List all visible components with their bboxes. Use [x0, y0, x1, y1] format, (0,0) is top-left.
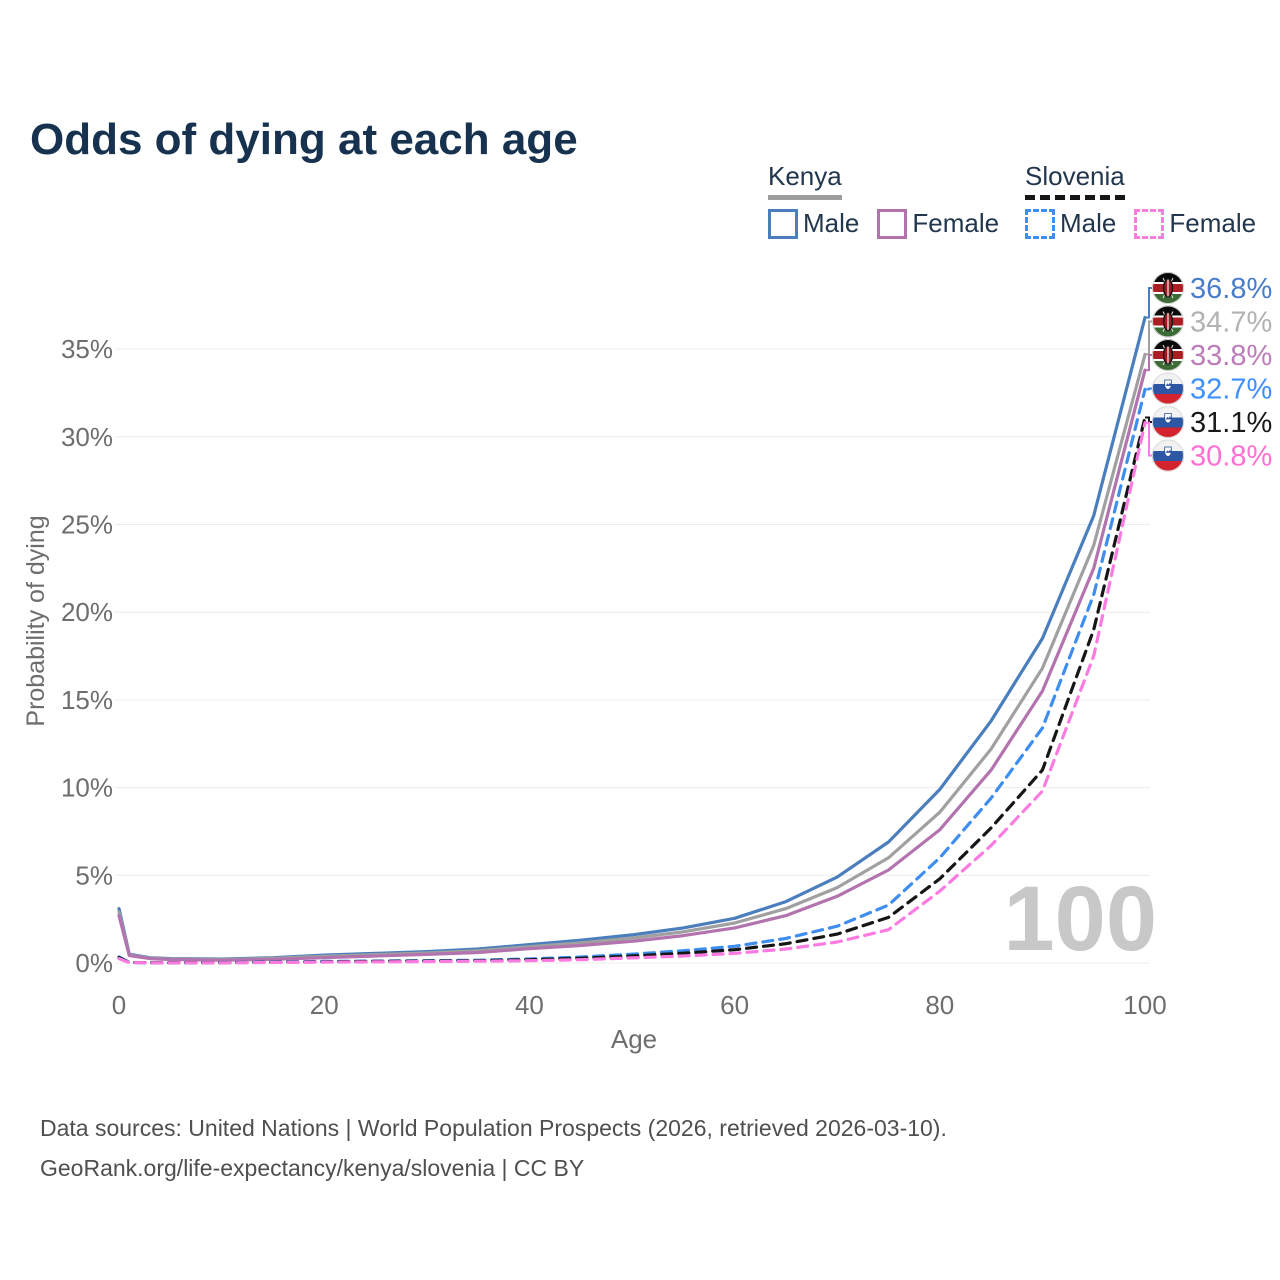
y-tick-label: 25%	[61, 510, 113, 540]
legend-group-kenya: Kenya Male Female	[768, 161, 1017, 239]
end-label-kenya-male[interactable]: 36.8%	[1152, 272, 1272, 305]
end-label-connector	[1145, 416, 1153, 423]
end-label-connector	[1145, 354, 1153, 372]
series-end-labels: 36.8%34.7%33.8%32.7%31.1%30.8%	[1145, 272, 1272, 473]
x-tick-label: 0	[112, 990, 126, 1020]
end-label-value: 36.8%	[1190, 273, 1272, 305]
end-label-slovenia-female[interactable]: 30.8%	[1152, 440, 1272, 473]
y-tick-label: 5%	[75, 860, 113, 890]
kenya-flag-icon	[1152, 306, 1184, 338]
y-tick-label: 0%	[75, 948, 113, 978]
kenya-flag-icon	[1152, 272, 1184, 304]
y-tick-label: 15%	[61, 685, 113, 715]
end-label-value: 32.7%	[1190, 374, 1272, 406]
legend-item-kenya-male[interactable]: Male	[768, 208, 859, 239]
gridlines	[115, 348, 1150, 964]
legend-item-label: Female	[1169, 208, 1257, 238]
end-label-kenya-female[interactable]: 33.8%	[1152, 339, 1272, 372]
kenya-female-swatch-icon	[877, 208, 908, 239]
slovenia-flag-icon	[1152, 406, 1184, 438]
y-tick-label: 30%	[61, 422, 113, 452]
legend-item-label: Male	[803, 208, 860, 238]
footer: Data sources: United Nations | World Pop…	[40, 1108, 947, 1188]
x-axis-title: Age	[611, 1024, 657, 1054]
legend-group-slovenia: Slovenia Male Female	[1025, 161, 1274, 239]
x-tick-label: 100	[1123, 990, 1166, 1020]
x-axis-tick-labels: 0 20 40 60 80 100	[112, 990, 1167, 1020]
kenya-flag-icon	[1152, 339, 1184, 371]
end-label-connector	[1145, 320, 1153, 356]
end-label-value: 34.7%	[1190, 307, 1272, 339]
y-axis-title: Probability of dying	[22, 515, 50, 726]
footer-sources-line: Data sources: United Nations | World Pop…	[40, 1115, 947, 1141]
end-label-value: 31.1%	[1190, 407, 1272, 439]
y-tick-label: 20%	[61, 597, 113, 627]
y-axis-tick-labels: 0% 5% 10% 15% 20% 25% 30% 35%	[61, 334, 113, 978]
series-line-slovenia-female[interactable]	[117, 421, 1147, 965]
end-label-value: 33.8%	[1190, 340, 1272, 372]
slovenia-male-swatch-icon	[1025, 208, 1055, 239]
age-watermark: 100	[1004, 868, 1158, 970]
y-tick-label: 10%	[61, 773, 113, 803]
x-tick-label: 20	[310, 990, 339, 1020]
end-label-slovenia-male[interactable]: 32.7%	[1152, 373, 1272, 406]
end-label-connector	[1145, 421, 1153, 457]
legend-item-label: Male	[1060, 208, 1117, 238]
series-lines	[117, 315, 1147, 965]
series-line-kenya-female[interactable]	[117, 368, 1147, 962]
slovenia-flag-icon	[1152, 373, 1184, 405]
end-label-slovenia-both-sexes[interactable]: 31.1%	[1152, 406, 1272, 439]
legend-item-kenya-female[interactable]: Female	[877, 208, 999, 239]
footer-attribution-line: GeoRank.org/life-expectancy/kenya/sloven…	[40, 1155, 585, 1181]
x-tick-label: 60	[720, 990, 749, 1020]
end-label-kenya-both-sexes[interactable]: 34.7%	[1152, 306, 1272, 339]
series-line-slovenia-male[interactable]	[117, 387, 1147, 965]
end-label-connector	[1145, 287, 1153, 319]
series-line-kenya-both-sexes[interactable]	[117, 352, 1147, 962]
end-label-connector	[1145, 387, 1153, 391]
series-line-slovenia-both-sexes[interactable]	[117, 415, 1147, 965]
x-tick-label: 40	[515, 990, 544, 1020]
end-label-value: 30.8%	[1190, 441, 1272, 473]
y-tick-label: 35%	[61, 334, 113, 364]
legend-item-label: Female	[912, 208, 1000, 238]
legend-country-kenya: Kenya	[768, 161, 842, 200]
slovenia-female-swatch-icon	[1134, 208, 1165, 239]
legend-item-slovenia-male[interactable]: Male	[1025, 208, 1116, 239]
x-tick-label: 80	[925, 990, 954, 1020]
series-line-kenya-male[interactable]	[117, 315, 1147, 961]
kenya-male-swatch-icon	[768, 208, 798, 239]
legend-item-slovenia-female[interactable]: Female	[1134, 208, 1256, 239]
legend-country-slovenia: Slovenia	[1025, 161, 1125, 200]
page-title: Odds of dying at each age	[30, 115, 578, 165]
slovenia-flag-icon	[1152, 440, 1184, 472]
